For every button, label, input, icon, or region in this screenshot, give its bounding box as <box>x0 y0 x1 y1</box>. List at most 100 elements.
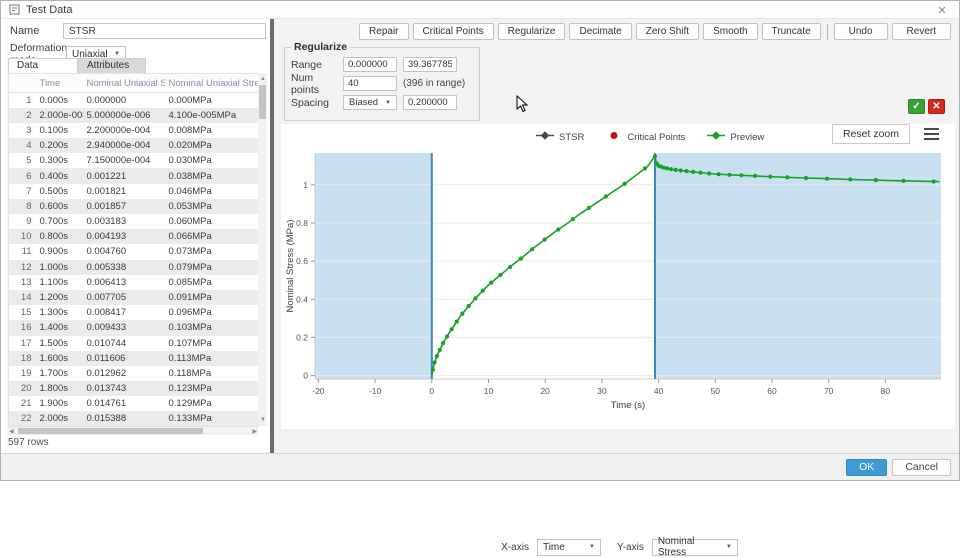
table-cell[interactable]: 1 <box>9 93 36 108</box>
table-cell[interactable]: 0.103MPa <box>165 320 259 335</box>
tab-attributes[interactable]: Attributes <box>78 58 146 73</box>
table-cell[interactable]: 0.005338 <box>83 260 165 275</box>
table-cell[interactable]: 0.200s <box>36 138 83 153</box>
table-cell[interactable]: 0.008417 <box>83 305 165 320</box>
toolbar-regularize-button[interactable]: Regularize <box>498 23 566 40</box>
table-cell[interactable]: 7.150000e-004 <box>83 153 165 168</box>
table-cell[interactable]: 0.133MPa <box>165 411 259 426</box>
table-cell[interactable]: 4 <box>9 138 36 153</box>
table-cell[interactable]: 0.000000 <box>83 93 165 108</box>
table-cell[interactable]: 0.000s <box>36 93 83 108</box>
table-cell[interactable]: 1.400s <box>36 320 83 335</box>
table-cell[interactable]: 0.010744 <box>83 336 165 351</box>
table-cell[interactable]: 10 <box>9 229 36 244</box>
table-cell[interactable]: 0.123MPa <box>165 381 259 396</box>
chart-menu-icon[interactable] <box>924 128 939 140</box>
toolbar-repair-button[interactable]: Repair <box>359 23 408 40</box>
table-row[interactable]: 22.000e-004s5.000000e-0064.100e-005MPa <box>9 108 259 123</box>
table-cell[interactable]: 0.900s <box>36 244 83 259</box>
table-cell[interactable]: 1.800s <box>36 381 83 396</box>
table-cell[interactable]: 0.500s <box>36 184 83 199</box>
tab-data[interactable]: Data <box>8 58 78 73</box>
table-cell[interactable]: 0.009433 <box>83 320 165 335</box>
spacing-mode-select[interactable]: Biased ▼ <box>343 95 397 110</box>
table-cell[interactable]: 0.046MPa <box>165 184 259 199</box>
table-cell[interactable]: 1.300s <box>36 305 83 320</box>
scroll-up-icon[interactable]: ▲ <box>260 75 266 83</box>
toolbar-decimate-button[interactable]: Decimate <box>569 23 631 40</box>
table-cell[interactable]: 0.300s <box>36 153 83 168</box>
table-cell[interactable]: 0.001221 <box>83 168 165 183</box>
table-cell[interactable]: 1.700s <box>36 366 83 381</box>
table-cell[interactable]: 0.079MPa <box>165 260 259 275</box>
table-cell[interactable]: 0.066MPa <box>165 229 259 244</box>
legend-item-critical-points[interactable]: Critical Points <box>606 131 685 143</box>
table-cell[interactable]: 0.038MPa <box>165 168 259 183</box>
table-cell[interactable]: 12 <box>9 260 36 275</box>
scroll-right-icon[interactable]: ▶ <box>252 428 257 436</box>
table-cell[interactable]: 8 <box>9 199 36 214</box>
table-cell[interactable]: 0.004760 <box>83 244 165 259</box>
table-cell[interactable]: 7 <box>9 184 36 199</box>
table-cell[interactable]: 0.085MPa <box>165 275 259 290</box>
name-input[interactable] <box>63 23 266 39</box>
table-cell[interactable]: 1.000s <box>36 260 83 275</box>
table-cell[interactable]: 15 <box>9 305 36 320</box>
table-cell[interactable]: 0.008MPa <box>165 123 259 138</box>
table-cell[interactable]: 2 <box>9 108 36 123</box>
ok-button[interactable]: OK <box>846 459 887 476</box>
table-cell[interactable]: 0.118MPa <box>165 366 259 381</box>
table-cell[interactable]: 0.011606 <box>83 351 165 366</box>
reset-zoom-button[interactable]: Reset zoom <box>832 124 910 144</box>
scroll-down-icon[interactable]: ▼ <box>260 416 266 424</box>
table-cell[interactable]: 0.800s <box>36 229 83 244</box>
table-cell[interactable]: 0.012962 <box>83 366 165 381</box>
scroll-left-icon[interactable]: ◀ <box>9 428 14 436</box>
table-cell[interactable]: 0.096MPa <box>165 305 259 320</box>
table-cell[interactable]: 1.900s <box>36 396 83 411</box>
table-cell[interactable]: 1.100s <box>36 275 83 290</box>
hscroll-thumb[interactable] <box>18 428 203 434</box>
table-cell[interactable]: 4.100e-005MPa <box>165 108 259 123</box>
table-cell[interactable]: 1.200s <box>36 290 83 305</box>
table-cell[interactable]: 5 <box>9 153 36 168</box>
table-cell[interactable]: 0.001857 <box>83 199 165 214</box>
table-cell[interactable]: 0.600s <box>36 199 83 214</box>
table-cell[interactable]: 6 <box>9 168 36 183</box>
table-cell[interactable]: 0.700s <box>36 214 83 229</box>
vscroll-thumb[interactable] <box>259 85 266 119</box>
table-cell[interactable]: 1.600s <box>36 351 83 366</box>
close-icon[interactable]: ✕ <box>935 4 949 18</box>
table-cell[interactable]: 13 <box>9 275 36 290</box>
table-cell[interactable]: 17 <box>9 336 36 351</box>
range-min-input[interactable] <box>343 57 397 72</box>
table-horizontal-scrollbar[interactable]: ◀ ▶ <box>8 427 258 435</box>
table-cell[interactable]: 2.940000e-004 <box>83 138 165 153</box>
table-cell[interactable]: 11 <box>9 244 36 259</box>
table-cell[interactable]: 2.000e-004s <box>36 108 83 123</box>
toolbar-smooth-button[interactable]: Smooth <box>703 23 757 40</box>
toolbar-truncate-button[interactable]: Truncate <box>762 23 821 40</box>
x-axis-select[interactable]: Time ▼ <box>537 539 601 556</box>
table-vertical-scrollbar[interactable]: ▲ ▼ <box>258 73 267 426</box>
table-cell[interactable]: 0.013743 <box>83 381 165 396</box>
table-cell[interactable]: 0.129MPa <box>165 396 259 411</box>
table-cell[interactable]: 22 <box>9 411 36 426</box>
table-cell[interactable]: 0.060MPa <box>165 214 259 229</box>
table-cell[interactable]: 0.014761 <box>83 396 165 411</box>
